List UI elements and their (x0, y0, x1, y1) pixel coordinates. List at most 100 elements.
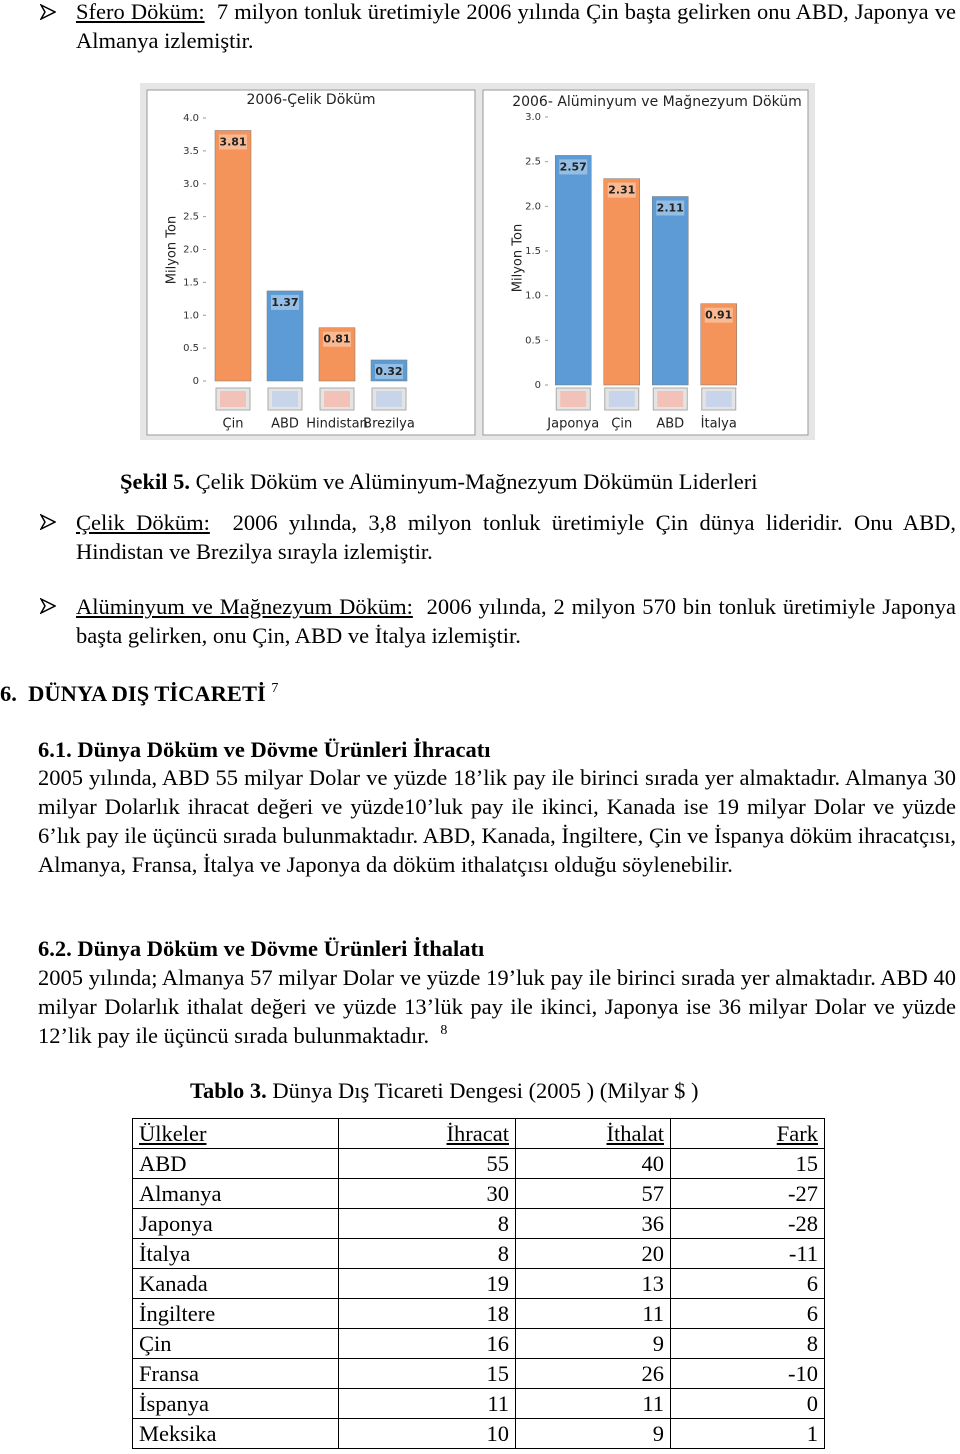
x-tick-label: Brezilya (363, 417, 415, 432)
value-label-box (323, 331, 351, 347)
table-row: Çin 16 9 8 (132, 1328, 825, 1359)
figure-caption: Şekil 5. Çelik Döküm ve Alüminyum-Mağnez… (120, 467, 920, 496)
table-row: İtalya 8 20 -11 (132, 1238, 825, 1269)
y-tick-label: 0 (193, 376, 199, 387)
table-caption-text: Dünya Dış Ticareti Dengesi (2005 ) (Mily… (272, 1078, 699, 1103)
table: Ülkeler İhracat İthalat Fark ABD 55 40 15 Almany… (132, 1118, 825, 1449)
value-label: 0.32 (375, 365, 402, 378)
table-cell: 11 (515, 1388, 671, 1419)
y-axis-label: Milyon Ton (511, 224, 526, 292)
x-tick-label: Hindistan (306, 417, 368, 432)
value-label: 0.81 (323, 333, 350, 346)
table-cell: 8 (338, 1238, 516, 1269)
y-tick-label: 2.0 (183, 245, 199, 256)
flag-inner (608, 391, 635, 407)
bullet-marker (40, 4, 56, 20)
table-cell: 1 (670, 1418, 825, 1449)
table-row: Japonya 8 36 -28 (132, 1208, 825, 1239)
y-tick-label: 3.0 (525, 112, 541, 123)
bullet-term: Çelik Döküm: (76, 510, 210, 535)
y-tick-label: 1.5 (525, 246, 541, 257)
caption-label: Şekil 5. (120, 469, 191, 494)
y-tick-label: 3.5 (183, 146, 199, 157)
table-row: Kanada 19 13 6 (132, 1268, 825, 1299)
table-cell: 18 (338, 1298, 516, 1329)
caption-text: Çelik Döküm ve Alüminyum-Mağnezyum Döküm… (195, 469, 758, 494)
table-cell: İtalya (132, 1238, 339, 1269)
subsection-title: Dünya Döküm ve Dövme Ürünleri İthalatı (77, 936, 485, 961)
table-cell: 8 (670, 1328, 825, 1359)
value-label-box (375, 363, 403, 379)
table-cell: -10 (670, 1358, 825, 1389)
y-tick-label: 1.5 (183, 277, 199, 288)
table-cell: -28 (670, 1208, 825, 1239)
table-caption: Tablo 3. Dünya Dış Ticareti Dengesi (200… (190, 1076, 890, 1105)
footnote-ref: 8 (440, 1023, 448, 1038)
bar (370, 359, 408, 382)
paragraph: 2005 yılında; Almanya 57 milyar Dolar ve… (38, 963, 956, 1050)
table-cell: -11 (670, 1238, 825, 1269)
flag-inner (657, 391, 684, 407)
subsection-title: Dünya Döküm ve Dövme Ürünleri İhracatı (77, 737, 491, 762)
subsection-heading: 6.1. Dünya Döküm ve Dövme Ürünleri İhrac… (38, 735, 938, 764)
table-cell: 20 (515, 1238, 671, 1269)
flag-inner (272, 391, 298, 407)
table-cell: 36 (515, 1208, 671, 1239)
table-cell: 9 (515, 1328, 671, 1359)
y-tick-label: 0.5 (525, 335, 541, 346)
table-row: ABD 55 40 15 (132, 1148, 825, 1179)
x-tick-label: Japonya (546, 417, 599, 432)
subsection-number: 6.2. (38, 936, 72, 961)
table-cell: 8 (338, 1208, 516, 1239)
table-cell: 13 (515, 1268, 671, 1299)
flag-inner (705, 391, 732, 407)
table-cell: Kanada (132, 1268, 339, 1299)
x-tick-label: İtalya (701, 416, 737, 432)
table-row: Meksika 10 9 1 (132, 1418, 825, 1449)
table-cell: 15 (670, 1148, 825, 1179)
bullet: Çelik Döküm: 2006 yılında, 3,8 milyon to… (76, 508, 956, 566)
y-axis-label: Milyon Ton (165, 216, 180, 284)
subsection-heading: 6.2. Dünya Döküm ve Dövme Ürünleri İthal… (38, 934, 938, 963)
section-title: DÜNYA DIŞ TİCARETİ (28, 681, 266, 706)
table-row: Almanya 30 57 -27 (132, 1178, 825, 1209)
table-cell: Japonya (132, 1208, 339, 1239)
chart-title: 2006- Alüminyum ve Mağnezyum Döküm (512, 94, 802, 110)
value-label-box (271, 294, 299, 310)
table-header-cell: Fark (670, 1118, 825, 1149)
value-label: 0.91 (705, 309, 732, 322)
section-heading: 6. DÜNYA DIŞ TİCARETİ 7 (0, 679, 900, 708)
bullet-text: 7 milyon tonluk üretimiyle 2006 yılında … (76, 0, 956, 53)
bullet-term: Sfero Döküm: (76, 0, 205, 24)
bullet-term: Alüminyum ve Mağnezyum Döküm: (76, 594, 413, 619)
table-cell: 11 (515, 1298, 671, 1329)
value-label: 3.81 (219, 135, 246, 148)
value-label: 2.11 (657, 202, 684, 215)
chart-title: 2006-Çelik Döküm (247, 92, 376, 108)
y-tick-label: 2.5 (525, 157, 541, 168)
y-tick-label: 0 (535, 380, 541, 391)
x-tick-label: Çin (223, 417, 244, 432)
table-cell: Meksika (132, 1418, 339, 1449)
table-cell: 30 (338, 1178, 516, 1209)
flag-inner (560, 391, 587, 407)
y-tick-label: 2.5 (183, 212, 199, 223)
table-cell: 6 (670, 1268, 825, 1299)
value-label: 2.31 (608, 184, 635, 197)
table-cell: 9 (515, 1418, 671, 1449)
bullet: Sfero Döküm: 7 milyon tonluk üretimiyle … (76, 0, 956, 55)
value-label-box (219, 134, 247, 150)
table-row: Fransa 15 26 -10 (132, 1358, 825, 1389)
bar (318, 327, 356, 382)
flag-inner (220, 391, 246, 407)
value-label-box (607, 182, 636, 198)
y-tick-label: 0.5 (183, 343, 199, 354)
table-row: İspanya 11 11 0 (132, 1388, 825, 1419)
table-cell: 6 (670, 1298, 825, 1329)
y-tick-label: 4.0 (183, 113, 199, 124)
table-cell: Çin (132, 1328, 339, 1359)
table-cell: İspanya (132, 1388, 339, 1419)
bar (214, 130, 252, 382)
table-label: Tablo 3. (190, 1078, 267, 1103)
